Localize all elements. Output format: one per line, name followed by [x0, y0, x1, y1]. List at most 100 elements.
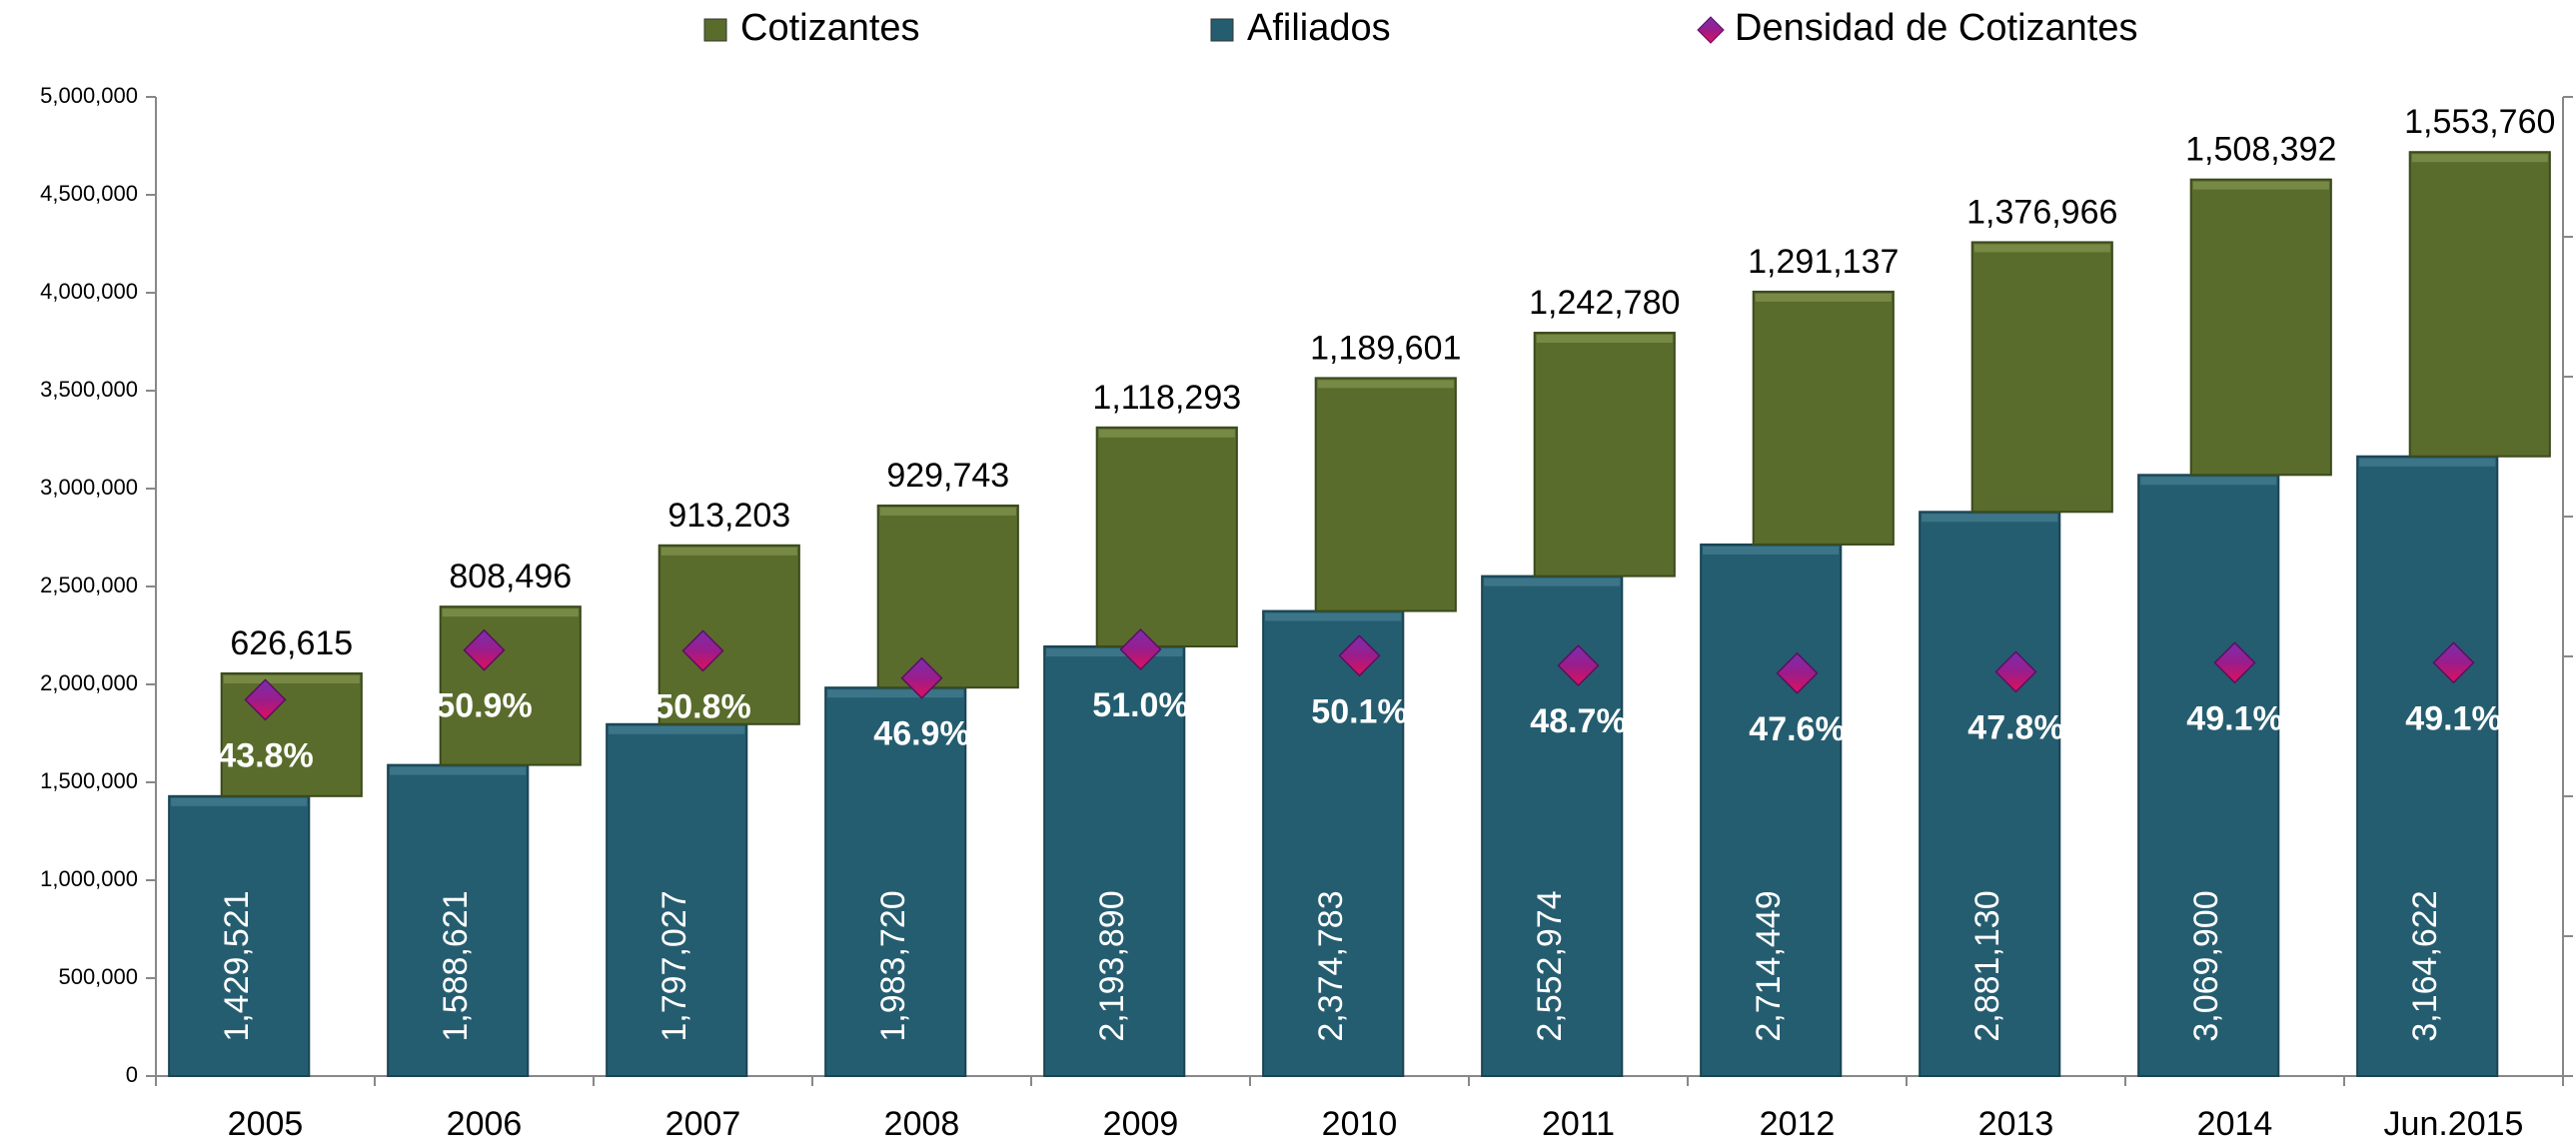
bar-value-label: 1,376,966 [1966, 193, 2117, 231]
x-tick-label: 2014 [2197, 1105, 2273, 1143]
bar-value-label: 1,588,621 [437, 890, 475, 1041]
x-tick-label: 2008 [884, 1105, 960, 1143]
x-tick-label: 2010 [1322, 1105, 1398, 1143]
bar-highlight [442, 608, 579, 617]
bar [606, 722, 748, 1077]
x-tick-label: 2009 [1103, 1105, 1179, 1143]
marker-value-label: 50.9% [436, 687, 532, 725]
bar-highlight [1046, 647, 1183, 656]
bar [1262, 609, 1405, 1077]
marker [1994, 650, 2037, 693]
bar-value-label: 808,496 [449, 558, 572, 595]
bar-highlight [879, 507, 1016, 516]
bar-highlight [827, 689, 964, 698]
bar-value-label: 1,242,780 [1529, 284, 1680, 322]
bar-highlight [660, 547, 797, 556]
y-tick-label: 0 [126, 1062, 138, 1087]
y-tick-label: 3,000,000 [40, 475, 138, 500]
bar [1533, 332, 1676, 577]
bar-highlight [223, 674, 360, 683]
bar-highlight [2411, 154, 2548, 163]
marker [1776, 651, 1819, 694]
bar-highlight [2359, 458, 2496, 467]
y-tick-label: 1,000,000 [40, 866, 138, 891]
x-tick-label: 2006 [447, 1105, 523, 1143]
bar-highlight [1317, 380, 1454, 389]
x-tick-label: 2012 [1760, 1105, 1836, 1143]
marker-value-label: 49.1% [2186, 699, 2282, 737]
bar-highlight [2140, 477, 2277, 486]
bar-highlight [2192, 181, 2329, 190]
bar-value-label: 1,189,601 [1310, 329, 1461, 367]
marker [2432, 641, 2475, 684]
legend-marker [1697, 16, 1725, 44]
bar [876, 504, 1019, 689]
y-tick-label: 2,500,000 [40, 573, 138, 597]
bar [2137, 474, 2280, 1077]
marker-value-label: 48.7% [1530, 702, 1626, 740]
bar-value-label: 1,508,392 [2185, 131, 2336, 169]
bar-highlight [171, 797, 308, 806]
bar-value-label: 1,553,760 [2404, 103, 2555, 141]
bar-highlight [1265, 612, 1402, 621]
bar-value-label: 2,552,974 [1531, 890, 1569, 1041]
marker [2213, 641, 2256, 684]
bar-highlight [390, 766, 527, 775]
marker [681, 629, 724, 672]
legend-swatch [703, 18, 727, 42]
bar [1095, 426, 1238, 647]
marker-value-label: 47.8% [1967, 708, 2063, 746]
bar-highlight [1922, 514, 2058, 523]
bar-highlight [1536, 335, 1673, 344]
bar-value-label: 626,615 [230, 624, 353, 662]
bar-value-label: 913,203 [667, 497, 790, 535]
y-tick-label: 1,500,000 [40, 768, 138, 793]
legend-label: Cotizantes [740, 7, 920, 49]
y-tick-label: 2,000,000 [40, 670, 138, 695]
x-tick-label: Jun.2015 [2384, 1105, 2524, 1143]
bar-value-label: 1,429,521 [218, 890, 256, 1041]
bar-highlight [1484, 577, 1621, 586]
bar [1919, 511, 2061, 1077]
marker [1557, 644, 1600, 687]
bar-value-label: 2,714,449 [1750, 890, 1788, 1041]
bar-value-label: 1,118,293 [1092, 379, 1241, 417]
y-tick-label: 500,000 [58, 964, 138, 989]
bar [1481, 574, 1624, 1078]
bar [1752, 290, 1895, 546]
bar-value-label: 3,069,900 [2187, 890, 2225, 1041]
bar [2189, 178, 2332, 477]
x-tick-label: 2013 [1978, 1105, 2054, 1143]
y-tick-label: 5,000,000 [40, 83, 138, 108]
y-tick-label: 4,000,000 [40, 279, 138, 304]
bar-value-label: 1,983,720 [874, 890, 912, 1041]
marker [900, 656, 943, 699]
marker-value-label: 43.8% [217, 736, 313, 774]
bar-value-label: 2,374,783 [1312, 890, 1350, 1041]
x-tick-label: 2007 [665, 1105, 741, 1143]
bar-value-label: 3,164,622 [2406, 890, 2444, 1041]
marker-value-label: 50.8% [654, 687, 750, 725]
bar-highlight [1703, 546, 1840, 555]
bar-value-label: 2,881,130 [1968, 890, 2006, 1041]
bar-value-label: 1,291,137 [1748, 243, 1899, 281]
marker [1119, 627, 1162, 671]
bar-value-label: 929,743 [886, 457, 1009, 495]
bar [1700, 543, 1843, 1077]
bar [2408, 151, 2551, 458]
bar [439, 605, 582, 766]
marker-value-label: 51.0% [1092, 686, 1188, 724]
bar [2356, 455, 2499, 1078]
bar [657, 544, 800, 725]
bar [1970, 241, 2113, 514]
bar [1314, 377, 1457, 612]
marker-value-label: 50.1% [1311, 692, 1407, 730]
marker [244, 678, 287, 721]
bar [220, 671, 363, 797]
bar-value-label: 1,797,027 [655, 890, 693, 1041]
marker-value-label: 46.9% [873, 715, 969, 753]
y-tick-label: 3,500,000 [40, 377, 138, 402]
marker-value-label: 49.1% [2405, 699, 2501, 737]
legend-swatch [1210, 18, 1234, 42]
